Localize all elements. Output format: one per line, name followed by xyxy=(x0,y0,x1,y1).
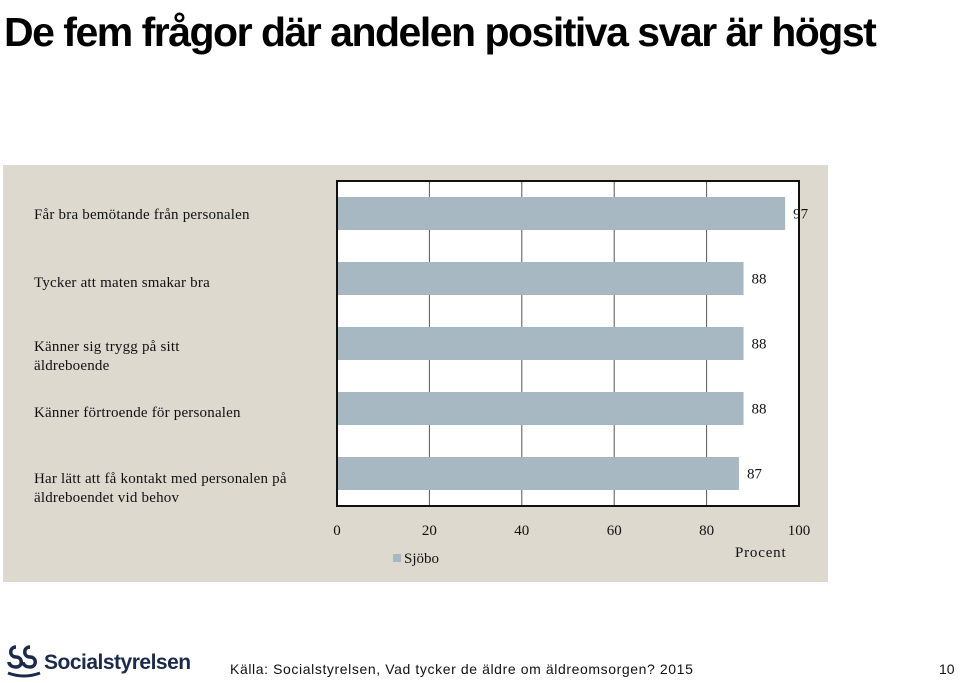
bar xyxy=(337,392,744,425)
x-axis-title: Procent xyxy=(735,545,787,561)
bar xyxy=(337,327,744,360)
bar xyxy=(337,262,744,295)
x-tick-label: 80 xyxy=(699,523,714,539)
chart-legend: Sjöbo xyxy=(393,551,439,568)
x-tick-label: 100 xyxy=(788,523,811,539)
data-label: 97 xyxy=(793,207,809,223)
x-tick-label: 60 xyxy=(607,523,622,539)
category-label: Får bra bemötande från personalen xyxy=(34,207,250,223)
data-label: 88 xyxy=(752,402,767,418)
x-tick-label: 40 xyxy=(514,523,529,539)
legend-swatch xyxy=(393,553,401,562)
data-label: 88 xyxy=(752,337,767,353)
slide-title: De fem frågor där andelen positiva svar … xyxy=(4,9,877,55)
plot-border xyxy=(336,180,800,507)
data-label: 87 xyxy=(747,467,763,483)
data-label: 88 xyxy=(752,272,767,288)
bar xyxy=(337,457,739,490)
category-label: Känner sig trygg på sitt äldreboende xyxy=(34,339,180,374)
logo-text: Socialstyrelsen xyxy=(44,651,191,674)
page-number: 10 xyxy=(939,661,955,677)
x-tick-label: 0 xyxy=(333,523,341,539)
socialstyrelsen-logo-icon xyxy=(7,645,41,678)
x-tick-label: 20 xyxy=(422,523,437,539)
category-label: Tycker att maten smakar bra xyxy=(34,275,210,291)
legend-label: Sjöbo xyxy=(404,551,440,567)
source-note: Källa: Socialstyrelsen, Vad tycker de äl… xyxy=(230,661,694,677)
bar xyxy=(337,197,786,230)
category-label: Känner förtroende för personalen xyxy=(34,405,241,421)
category-label: Har lätt att få kontakt med personalen p… xyxy=(34,471,287,506)
